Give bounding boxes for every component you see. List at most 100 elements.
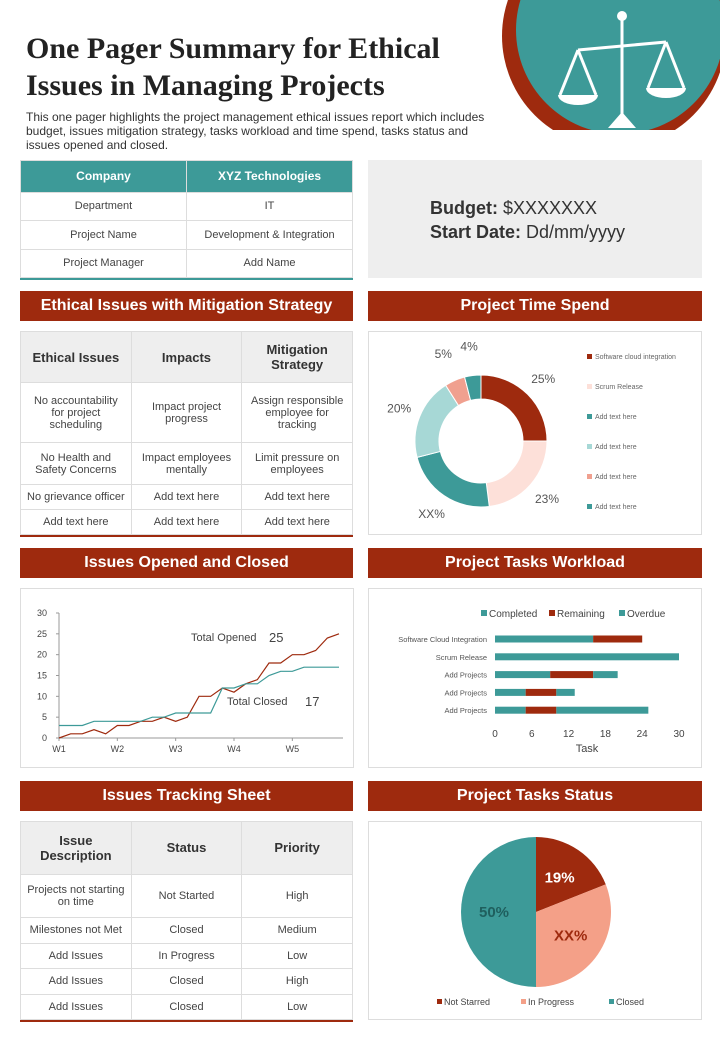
cell: Development & Integration [186,220,353,250]
legend-swatch [587,444,592,449]
header-row: Company XYZ Technologies [20,160,353,193]
cell: Add text here [241,509,353,535]
header-cell: Impacts [130,330,243,384]
legend-swatch [437,999,442,1004]
row: Add Issues Closed High [20,968,353,995]
cell: No Health and Safety Concerns [20,441,132,486]
donut-chart: 25% 23% XX% 20% 5% 4% Software cloud integrati… [368,331,702,535]
legend-label: Overdue [627,609,666,620]
data-label: 50% [479,904,509,921]
pie-slice [461,837,536,987]
legend-label: Scrum Release [595,384,643,391]
x-tick-label: 30 [673,729,685,740]
title: One Pager Summary for Ethical Issues in … [26,32,440,102]
cell: Add text here [241,484,353,511]
x-tick-label: W5 [286,744,300,754]
legend-swatch [587,504,592,509]
data-label: XX% [418,507,445,521]
date-value: Dd/mm/yyyy [526,222,626,242]
cell: High [241,873,353,918]
cell: Closed [130,993,243,1020]
row: Project Manager Add Name [20,248,353,279]
cell: Assign responsible employee for tracking [241,382,353,443]
header-cell: Company [20,160,187,193]
row: Department IT [20,191,353,222]
data-label: 19% [545,869,575,886]
data-label: 23% [535,492,559,506]
bar-chart: Completed Remaining Overdue Software Cloud … [368,588,702,768]
cell: Limit pressure on employees [241,441,353,486]
legend-label: Software cloud integration [595,354,676,361]
cell: Add Issues [20,942,132,969]
pie-slice [536,884,611,987]
y-tick-label: 0 [42,733,47,743]
line-series [58,633,340,739]
row: Add Issues In Progress Low [20,942,353,969]
budget-line: Budget: $XXXXXXX [430,198,597,219]
date-label: Start Date: [430,222,522,242]
cell: Medium [241,917,353,944]
header-row: Ethical Issues Impacts Mitigation Strategy [20,330,353,384]
y-tick-label: Add Projects [444,671,487,680]
x-tick-label: 6 [529,729,535,740]
cell: Add Issues [20,993,132,1020]
cell: Projects not starting on time [20,873,132,918]
description: This one pager highlights the project ma… [26,110,485,152]
legend-swatch [481,610,487,616]
annotation-value: 17 [305,694,319,709]
bar-segment [495,706,526,714]
y-tick-label: 25 [37,629,47,639]
bar-segment [525,706,557,714]
bar-segment [556,706,649,714]
cell: Add text here [20,509,132,535]
y-tick-label: 10 [37,691,47,701]
cell: Impact project progress [130,382,243,443]
x-tick-label: W1 [52,744,66,754]
legend-swatch [587,474,592,479]
legend-swatch [587,384,592,389]
ethics-table: Ethical Issues Impacts Mitigation Strategy… [20,330,353,537]
x-tick-label: 18 [600,729,612,740]
cell: Add text here [130,484,243,511]
legend-label: Add text here [595,474,637,481]
header-cell: Mitigation Strategy [241,330,353,384]
annotation-value: 25 [269,630,283,645]
date-line: Start Date: Dd/mm/yyyy [430,222,625,243]
cell: Closed [130,917,243,944]
section-header: Project Tasks Status [368,781,702,811]
cell: High [241,968,353,995]
pie-slice [536,837,606,912]
annotation-label: Total Closed [227,696,288,708]
cell: Low [241,993,353,1020]
x-tick-label: W3 [169,744,183,754]
budget-box: Budget: $XXXXXXX Start Date: Dd/mm/yyyy [368,160,702,278]
bar-segment [495,671,551,679]
cell: No accountability for project scheduling [20,382,132,443]
cell: No grievance officer [20,484,132,511]
section-header: Project Time Spend [368,291,702,321]
row: Project Name Development & Integration [20,220,353,250]
budget-label: Budget: [430,198,498,218]
legend-swatch [609,999,614,1004]
x-tick-label: 0 [492,729,498,740]
cell: IT [186,191,353,222]
data-label: 4% [460,340,478,354]
data-label: XX% [554,928,587,945]
table: Ethical Issues Impacts Mitigation Strategy… [20,330,353,535]
section-header: Project Tasks Workload [368,548,702,578]
x-tick-label: W4 [227,744,241,754]
table: Issue Description Status Priority Projects … [20,821,353,1020]
section-header: Issues Tracking Sheet [20,781,353,811]
y-tick-label: Add Projects [444,688,487,697]
legend-label: Not Starred [444,997,490,1007]
header-cell: Issue Description [20,821,132,875]
cell: Project Manager [20,248,187,279]
y-tick-label: 15 [37,671,47,681]
y-tick-label: Scrum Release [436,653,487,662]
cell: Milestones not Met [20,917,132,944]
cell: Department [20,191,187,222]
donut-slice [416,450,490,508]
y-tick-label: 20 [37,650,47,660]
x-tick-label: 24 [637,729,649,740]
cell: Low [241,942,353,969]
